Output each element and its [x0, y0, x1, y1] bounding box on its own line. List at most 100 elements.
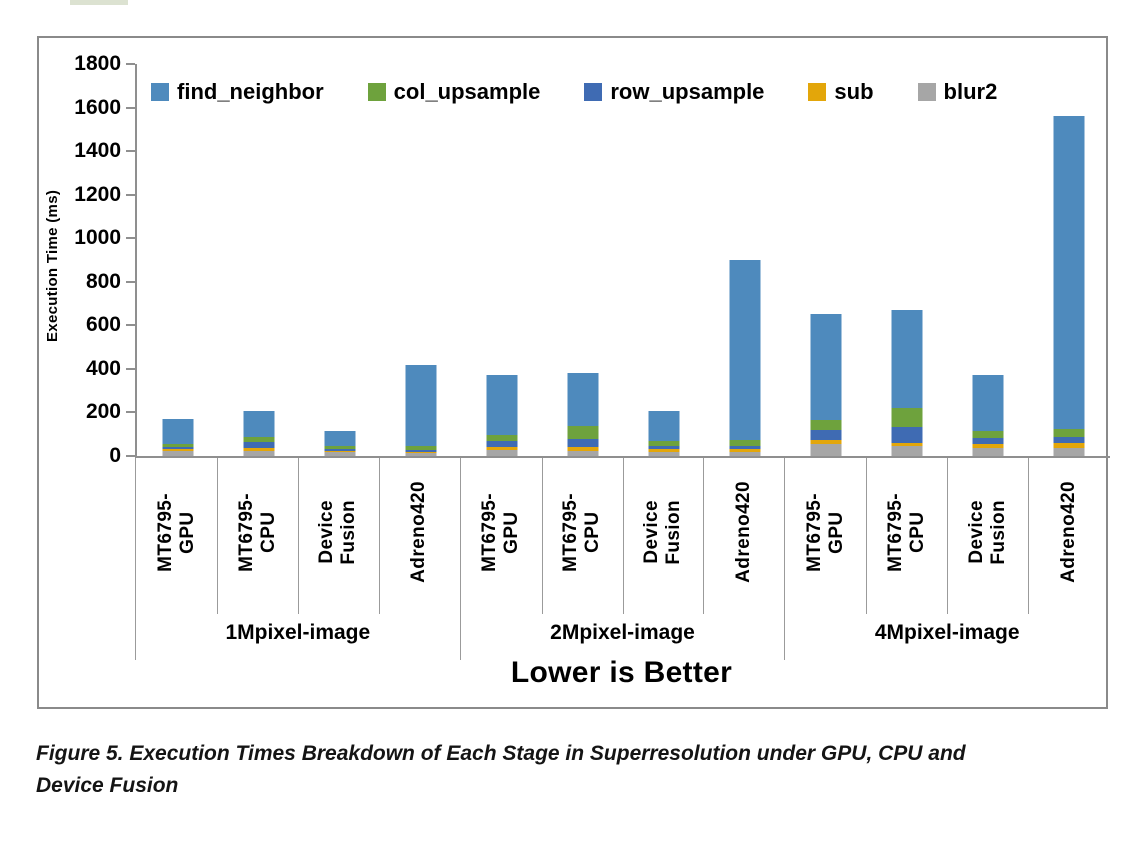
y-axis-tick	[126, 193, 135, 196]
y-axis-tick-label: 600	[85, 313, 121, 337]
category-label: MT6795- GPU	[154, 492, 198, 572]
bar-segment-sub	[162, 449, 194, 451]
bar-segment-row_upsample	[486, 441, 518, 448]
category-separator	[947, 458, 949, 614]
y-axis-tick-label: 800	[85, 269, 121, 293]
bar-segment-col_upsample	[810, 420, 842, 431]
group-label-row: 4Mpixel-image	[785, 606, 1109, 660]
group-label: 4Mpixel-image	[874, 621, 1020, 644]
bar-segment-col_upsample	[972, 430, 1004, 439]
bar-segment-blur2	[567, 450, 599, 456]
stacked-bar	[162, 418, 194, 456]
y-axis-tick	[126, 367, 135, 370]
stacked-bar	[486, 375, 518, 456]
bar-group-1	[137, 64, 461, 456]
category-separator	[866, 458, 868, 614]
bar-groups	[137, 64, 1110, 456]
group-label-row: 1Mpixel-image	[136, 606, 460, 660]
group-label-row: 2Mpixel-image	[461, 606, 785, 660]
bar-segment-blur2	[1053, 447, 1085, 456]
bar-segment-col_upsample	[162, 443, 194, 447]
category-label-row: MT6795- GPU MT6795- CPU Device Fusion Adren…	[785, 458, 1109, 614]
bar-segment-find_neighbor	[810, 314, 842, 421]
y-axis-tick	[126, 411, 135, 414]
bar-segment-find_neighbor	[486, 375, 518, 436]
bar-segment-col_upsample	[486, 435, 518, 442]
bar-segment-row_upsample	[1053, 437, 1085, 443]
category-cell: MT6795- GPU	[136, 458, 218, 614]
category-separator	[541, 458, 543, 614]
bar-segment-row_upsample	[648, 445, 680, 450]
y-axis-tick-label: 1000	[74, 226, 121, 250]
category-cell: Device Fusion	[623, 458, 705, 614]
bar-segment-row_upsample	[243, 442, 275, 448]
legend-label: find_neighbor	[177, 79, 324, 104]
category-cell: Adreno420	[1028, 458, 1109, 606]
row_upsample-swatch-icon	[584, 83, 603, 101]
legend-label: col_upsample	[393, 79, 541, 104]
bar-segment-sub	[324, 451, 356, 453]
category-cell: MT6795- CPU	[542, 458, 624, 614]
category-label: MT6795- CPU	[235, 492, 279, 572]
category-separator	[703, 458, 705, 614]
y-axis-tick	[126, 106, 135, 109]
bar-slot	[137, 64, 218, 456]
bar-segment-blur2	[810, 444, 842, 456]
category-cell: MT6795- CPU	[217, 458, 299, 614]
bar-slot	[623, 64, 704, 456]
category-cell: MT6795- CPU	[866, 458, 949, 614]
bar-slot	[867, 64, 948, 456]
category-separator	[378, 458, 380, 614]
category-separator	[1028, 458, 1030, 614]
group-label: 2Mpixel-image	[550, 621, 695, 644]
bar-segment-blur2	[972, 447, 1004, 456]
bar-segment-sub	[891, 442, 923, 446]
bar-slot	[542, 64, 623, 456]
bar-segment-col_upsample	[648, 441, 680, 446]
y-axis-tick-label: 1400	[74, 139, 121, 163]
chart-frame: Execution Time (ms) find_neighbor col_ups…	[37, 36, 1110, 709]
y-axis-tick-label: 1200	[74, 182, 121, 206]
category-cell: Device Fusion	[947, 458, 1030, 614]
bar-segment-sub	[648, 449, 680, 452]
stacked-bar	[648, 410, 680, 456]
y-axis-tick-label: 0	[109, 444, 121, 467]
bar-segment-row_upsample	[729, 445, 761, 450]
bar-segment-col_upsample	[324, 445, 356, 449]
category-separator	[216, 458, 218, 614]
xaxis-bands: MT6795- GPU MT6795- CPU Device Fusion Adren…	[135, 458, 1109, 660]
bar-segment-blur2	[405, 452, 437, 456]
stacked-bar	[243, 410, 275, 456]
bar-group-2	[461, 64, 785, 456]
y-axis-tick-label: 200	[85, 400, 121, 424]
stacked-bar	[729, 260, 761, 456]
find_neighbor-swatch-icon	[151, 83, 169, 101]
bar-segment-find_neighbor	[729, 260, 761, 440]
bar-segment-sub	[972, 444, 1004, 448]
bar-segment-col_upsample	[729, 439, 761, 446]
legend-item-col_upsample: col_upsample	[367, 79, 541, 105]
bar-slot	[705, 64, 786, 456]
y-axis-tick	[126, 455, 135, 457]
category-cell: MT6795- GPU	[461, 458, 543, 614]
x-group-3: MT6795- GPU MT6795- CPU Device Fusion Adren…	[785, 458, 1109, 660]
bar-segment-find_neighbor	[243, 410, 275, 437]
bar-segment-blur2	[729, 451, 761, 456]
y-axis-tick	[126, 280, 135, 283]
bar-segment-find_neighbor	[648, 410, 680, 442]
legend: find_neighbor col_upsample row_upsample sub…	[151, 79, 997, 105]
category-cell: MT6795- GPU	[785, 458, 868, 614]
bar-segment-find_neighbor	[891, 309, 923, 408]
bar-segment-sub	[486, 447, 518, 450]
stacked-bar	[1053, 116, 1085, 456]
category-label: Adreno420	[408, 481, 430, 583]
figure-caption: Figure 5. Execution Times Breakdown of E…	[36, 742, 966, 797]
bar-segment-row_upsample	[810, 430, 842, 441]
category-label: MT6795- GPU	[479, 492, 523, 572]
category-separator	[622, 458, 624, 614]
category-label: Device Fusion	[965, 499, 1009, 565]
bar-segment-row_upsample	[162, 446, 194, 450]
bar-slot	[1029, 64, 1110, 456]
bar-segment-find_neighbor	[972, 375, 1004, 431]
cropped-text-artifact	[70, 0, 128, 5]
